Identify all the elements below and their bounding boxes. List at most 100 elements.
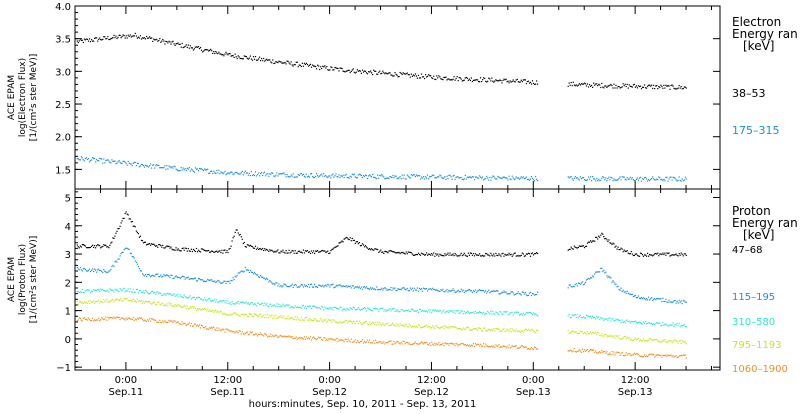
data-point	[671, 342, 673, 344]
data-point	[478, 343, 480, 345]
data-point	[668, 252, 670, 254]
data-point	[363, 246, 366, 248]
data-point	[576, 85, 578, 87]
data-point	[332, 309, 334, 311]
data-point	[257, 174, 259, 176]
data-point	[421, 177, 424, 179]
data-point	[655, 355, 657, 357]
data-point	[665, 254, 667, 256]
data-point	[325, 339, 327, 341]
data-point	[172, 249, 174, 251]
data-point	[508, 82, 510, 84]
data-point	[148, 274, 150, 276]
data-point	[377, 174, 379, 176]
data-point	[351, 308, 353, 310]
data-point	[77, 319, 79, 321]
data-point	[677, 342, 679, 344]
data-point	[476, 312, 479, 314]
data-point	[528, 179, 531, 181]
data-point	[528, 292, 531, 294]
data-point	[437, 344, 439, 346]
data-point	[614, 179, 616, 181]
data-point	[192, 325, 194, 327]
data-point	[232, 313, 234, 315]
data-point	[578, 332, 580, 334]
data-point	[353, 173, 355, 175]
data-point	[187, 276, 189, 278]
data-point	[321, 173, 323, 175]
data-point	[230, 245, 232, 247]
data-point	[455, 342, 457, 344]
data-point	[381, 342, 383, 344]
data-point	[604, 272, 606, 274]
data-point	[124, 37, 126, 39]
data-point	[472, 311, 475, 313]
data-point	[529, 311, 532, 314]
data-point	[573, 177, 575, 179]
data-point	[429, 253, 431, 255]
data-point	[242, 58, 244, 60]
data-point	[100, 247, 102, 249]
data-point	[340, 285, 342, 287]
data-point	[430, 176, 432, 178]
data-point	[166, 274, 168, 276]
data-point	[298, 336, 300, 338]
data-point	[402, 287, 404, 289]
data-point	[233, 278, 235, 281]
data-point	[436, 310, 438, 312]
data-point	[255, 59, 258, 61]
data-point	[495, 328, 497, 330]
data-point	[645, 299, 647, 301]
data-point	[163, 293, 165, 295]
data-point	[324, 337, 326, 339]
data-point	[568, 332, 570, 335]
data-point	[118, 299, 120, 301]
data-point	[159, 167, 161, 169]
data-point	[632, 339, 634, 341]
data-point	[379, 250, 381, 252]
data-point	[262, 174, 264, 176]
data-point	[257, 59, 259, 61]
data-point	[489, 329, 491, 331]
data-point	[443, 177, 445, 179]
data-point	[366, 247, 369, 249]
data-point	[405, 178, 407, 180]
data-point	[404, 288, 406, 290]
data-point	[629, 85, 631, 87]
data-point	[233, 173, 235, 175]
data-point	[505, 347, 507, 349]
data-point	[177, 248, 179, 250]
data-point	[134, 226, 136, 228]
data-point	[651, 322, 653, 324]
data-point	[337, 245, 339, 247]
data-point	[293, 252, 295, 254]
data-point	[677, 356, 679, 358]
data-point	[265, 249, 267, 251]
data-point	[513, 312, 515, 314]
data-point	[605, 237, 607, 239]
data-point	[300, 307, 302, 309]
data-point	[590, 349, 592, 351]
data-point	[405, 341, 407, 343]
data-point	[149, 165, 151, 167]
data-point	[192, 307, 194, 309]
data-point	[138, 268, 140, 270]
data-point	[297, 337, 299, 339]
data-point	[516, 331, 518, 333]
data-point	[354, 72, 356, 74]
data-point	[493, 345, 495, 347]
data-point	[215, 329, 217, 331]
data-point	[639, 339, 642, 341]
data-point	[192, 248, 194, 250]
data-point	[433, 75, 435, 77]
data-point	[188, 278, 190, 280]
data-point	[572, 179, 574, 181]
data-point	[253, 247, 256, 249]
data-point	[359, 245, 361, 247]
data-point	[585, 333, 588, 335]
data-point	[396, 74, 398, 76]
data-point	[133, 319, 135, 321]
data-point	[531, 292, 534, 295]
data-point	[398, 311, 400, 313]
data-point	[378, 71, 380, 73]
